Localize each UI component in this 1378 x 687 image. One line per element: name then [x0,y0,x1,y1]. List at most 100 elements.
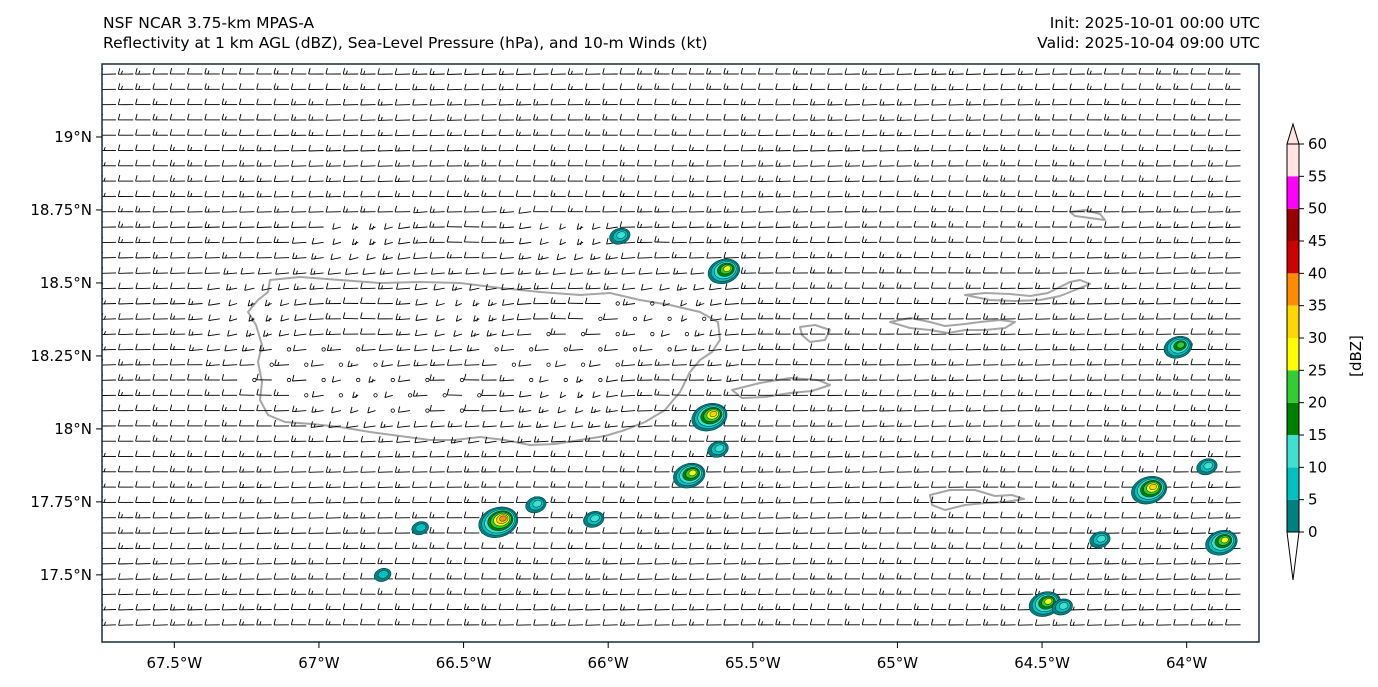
wind-barb [256,251,272,259]
wind-barb [273,221,290,228]
wind-barb [602,435,618,442]
wind-barb [204,557,220,565]
wind-barb [325,67,341,75]
wind-barb [187,511,203,519]
wind-barb [1052,190,1068,197]
wind-barb [775,236,791,244]
wind-barb [723,496,739,504]
wind-barb [239,527,255,534]
wind-barb [1138,282,1155,290]
wind-barb [481,542,497,549]
wind-barb [879,144,895,152]
wind-barb [256,527,272,534]
wind-barb [1052,389,1068,397]
wind-barb [481,68,497,75]
wind-barb [948,266,964,274]
wind-barb [1069,113,1085,121]
wind-barb [1190,419,1206,427]
wind-barb [487,299,497,307]
wind-barb [412,466,428,473]
wind-barb [740,404,757,412]
wind-barb [308,190,324,198]
wind-barb [896,435,912,443]
valid-time: Valid: 2025-10-04 09:00 UTC [1037,34,1260,52]
wind-barb [1225,481,1241,488]
wind-barb [913,374,930,381]
wind-barb [1190,618,1206,626]
wind-barb [1000,588,1016,595]
wind-barb [810,481,826,489]
wind-barb [518,421,532,428]
wind-barb [948,465,964,473]
wind-barb [515,114,532,121]
wind-barb [602,619,618,626]
wind-barb [261,284,272,291]
wind-barb [775,297,791,305]
wind-barb [463,251,480,259]
wind-barb [810,129,826,137]
wind-barb [446,220,463,228]
wind-barb [1000,83,1016,91]
init-time: Init: 2025-10-01 00:00 UTC [1049,14,1260,32]
wind-barb [449,344,463,352]
wind-barb [809,297,826,304]
wind-barb [913,251,930,259]
wind-barb [636,159,653,167]
wind-barb [1155,373,1172,381]
wind-barb [290,603,307,611]
wind-barb [550,557,566,565]
wind-barb [602,83,618,90]
wind-barb [463,588,480,595]
wind-barb [384,238,393,246]
wind-barb [688,588,705,596]
wind-barb [247,299,255,307]
wind-barb [913,603,930,610]
wind-barb [308,67,324,75]
wind-barb [913,389,930,397]
wind-barb [948,435,964,443]
wind-barb [602,527,618,534]
wind-barb [688,389,705,396]
wind-barb [342,557,359,565]
wind-barb [585,557,601,565]
wind-barb [208,299,220,306]
wind-barb [706,481,722,488]
wind-barb [844,144,860,152]
wind-barb [557,406,566,414]
wind-barb [809,588,826,595]
wind-barb [1069,83,1085,90]
calm-wind-marker [390,408,395,413]
wind-barb [654,542,670,550]
wind-barb [152,190,168,198]
wind-barb [982,266,999,274]
wind-barb [1190,404,1206,412]
wind-barb [757,343,774,350]
wind-barb [913,572,930,580]
wind-barb [965,435,982,442]
wind-barb [844,282,860,289]
wind-barb [221,374,238,381]
wind-barb [308,542,324,550]
wind-barb [257,267,272,275]
wind-barb [515,465,532,473]
wind-barb [1017,98,1033,106]
wind-barb [775,175,791,183]
wind-barb [740,297,757,305]
wind-barb [896,542,912,549]
wind-barb [332,223,342,230]
wind-barb [844,221,860,228]
wind-barb [965,220,981,228]
wind-barb [792,129,809,137]
wind-barb [360,83,376,91]
wind-barb [602,588,618,596]
wind-barb [1156,236,1172,244]
wind-barb [481,206,497,213]
wind-barb [204,175,220,182]
wind-barb [1173,328,1189,335]
wind-barb [931,404,947,412]
wind-barb [810,527,826,534]
wind-barb [602,129,618,136]
wind-barb [377,175,393,182]
wind-barb [948,129,964,137]
wind-barb [862,129,878,137]
